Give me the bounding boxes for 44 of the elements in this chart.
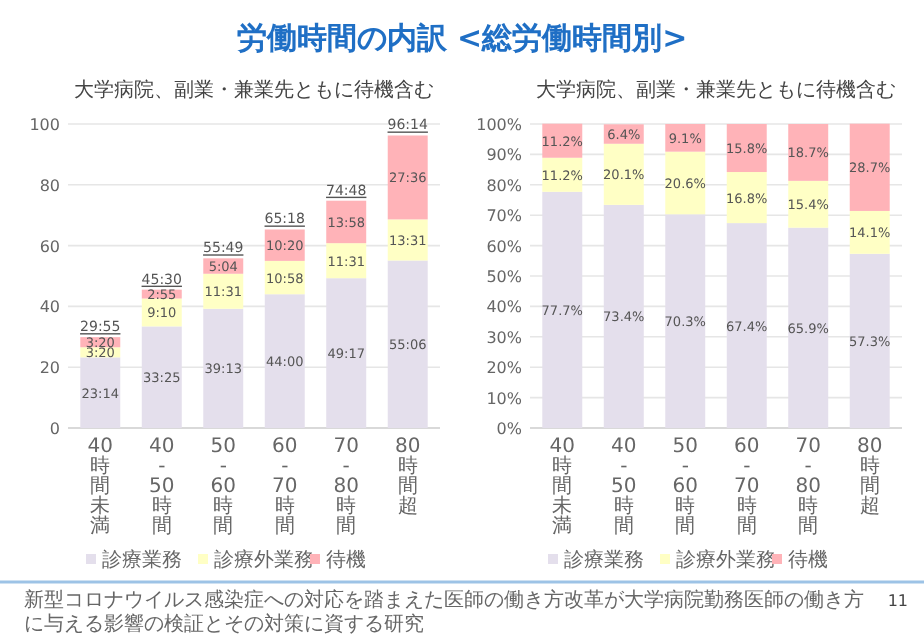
y-tick-label: 100% [476, 116, 523, 134]
y-tick-label: 20% [486, 359, 523, 378]
text: 11 [887, 592, 908, 610]
x-tick-label: 60-70時間 [734, 436, 760, 538]
legend-label: 待機 [326, 548, 366, 572]
x-tick-label: 40-50時間 [611, 436, 637, 538]
legend-label: 診療業務 [102, 548, 182, 572]
x-tick-label: 50-60時間 [672, 436, 698, 538]
text: 新型コロナウイルス感染症への対応を踏まえた医師の働き方改革が大学病院勤務医師の働き方に与える影響の検証とその対策に資する研究 [24, 588, 864, 636]
chart-title: 大学病院、副業・兼業先ともに待機含む [74, 78, 434, 102]
y-tick-label: 40 [39, 298, 60, 317]
y-tick-label: 30% [486, 328, 523, 347]
x-tick-label: 40時間未満 [87, 436, 114, 538]
legend-label: 診療業務 [564, 548, 644, 572]
y-tick-label: 0 [49, 420, 60, 438]
x-tick-label: 70-80時間 [333, 436, 359, 538]
y-tick-label: 100 [29, 116, 60, 134]
bar [788, 180, 829, 228]
x-tick-label: 80時間超 [394, 436, 421, 518]
text: 労働時間の内訳 <総労働時間別> [236, 20, 688, 56]
bar [849, 123, 890, 211]
y-tick-label: 0% [496, 420, 523, 438]
y-tick-label: 80 [39, 176, 60, 195]
bar [788, 124, 829, 181]
y-tick-label: 60% [486, 237, 523, 256]
y-tick-label: 80% [486, 176, 523, 195]
x-tick-label: 80時間超 [856, 436, 883, 518]
x-tick-label: 60-70時間 [272, 436, 298, 538]
x-tick-label: 40時間未満 [549, 436, 576, 538]
y-tick-label: 50% [486, 268, 523, 286]
bar [387, 135, 428, 220]
bar [665, 151, 706, 215]
y-tick-label: 20 [39, 359, 60, 378]
y-tick-label: 70% [486, 207, 523, 226]
x-tick-label: 50-60時間 [210, 436, 236, 538]
x-tick-label: 70-80時間 [795, 436, 821, 538]
y-tick-label: 40% [486, 298, 523, 317]
y-tick-label: 60 [39, 237, 60, 256]
y-tick-label: 10% [486, 389, 523, 408]
legend-label: 待機 [788, 548, 828, 572]
x-tick-label: 40-50時間 [149, 436, 175, 538]
bar [603, 143, 644, 205]
y-tick-label: 90% [486, 146, 523, 165]
chart-title: 大学病院、副業・兼業先ともに待機含む [536, 78, 896, 102]
